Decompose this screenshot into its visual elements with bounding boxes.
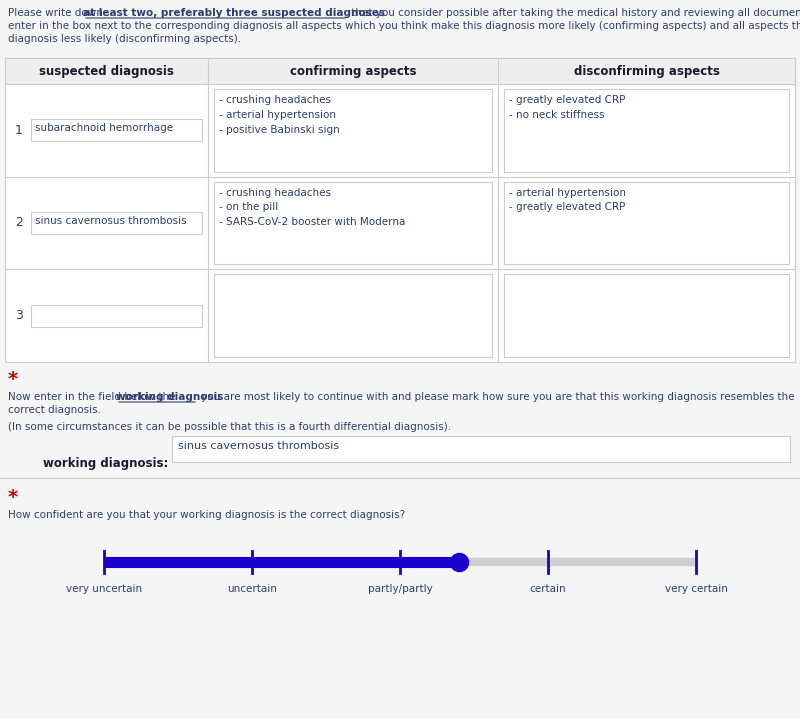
- Text: at least two, preferably three suspected diagnoses: at least two, preferably three suspected…: [83, 8, 385, 18]
- Text: - greatly elevated CRP
- no neck stiffness: - greatly elevated CRP - no neck stiffne…: [509, 95, 626, 120]
- Text: partly/partly: partly/partly: [368, 584, 432, 594]
- FancyBboxPatch shape: [214, 182, 492, 265]
- Text: very certain: very certain: [665, 584, 727, 594]
- Text: very uncertain: very uncertain: [66, 584, 142, 594]
- Text: sinus cavernosus thrombosis: sinus cavernosus thrombosis: [178, 441, 339, 451]
- Text: certain: certain: [530, 584, 566, 594]
- Text: Please write down: Please write down: [8, 8, 106, 18]
- FancyBboxPatch shape: [5, 58, 795, 84]
- FancyBboxPatch shape: [31, 305, 202, 326]
- Text: disconfirming aspects: disconfirming aspects: [574, 65, 719, 78]
- Text: confirming aspects: confirming aspects: [290, 65, 416, 78]
- FancyBboxPatch shape: [504, 182, 789, 265]
- Text: diagnosis less likely (disconfirming aspects).: diagnosis less likely (disconfirming asp…: [8, 34, 241, 44]
- Text: 3: 3: [15, 309, 23, 322]
- Text: *: *: [8, 370, 18, 389]
- FancyBboxPatch shape: [31, 212, 202, 234]
- Text: sinus cavernosus thrombosis: sinus cavernosus thrombosis: [35, 216, 186, 226]
- Text: - crushing headaches
- arterial hypertension
- positive Babinski sign: - crushing headaches - arterial hyperten…: [219, 95, 340, 134]
- Text: - crushing headaches
- on the pill
- SARS-CoV-2 booster with Moderna: - crushing headaches - on the pill - SAR…: [219, 188, 406, 227]
- FancyBboxPatch shape: [5, 58, 795, 362]
- Text: How confident are you that your working diagnosis is the correct diagnosis?: How confident are you that your working …: [8, 510, 405, 520]
- Text: you are most likely to continue with and please mark how sure you are that this : you are most likely to continue with and…: [198, 392, 794, 402]
- Text: Now enter in the field below the: Now enter in the field below the: [8, 392, 178, 402]
- FancyBboxPatch shape: [214, 89, 492, 172]
- Text: enter in the box next to the corresponding diagnosis all aspects which you think: enter in the box next to the correspondi…: [8, 21, 800, 31]
- Text: *: *: [8, 488, 18, 507]
- Text: correct diagnosis.: correct diagnosis.: [8, 405, 101, 415]
- Text: (In some circumstances it can be possible that this is a fourth differential dia: (In some circumstances it can be possibl…: [8, 422, 451, 432]
- Text: subarachnoid hemorrhage: subarachnoid hemorrhage: [35, 124, 173, 133]
- FancyBboxPatch shape: [504, 275, 789, 357]
- Text: working diagnosis:: working diagnosis:: [42, 457, 168, 470]
- FancyBboxPatch shape: [172, 436, 790, 462]
- Text: suspected diagnosis: suspected diagnosis: [39, 65, 174, 78]
- Text: working diagnosis: working diagnosis: [116, 392, 223, 402]
- Text: uncertain: uncertain: [227, 584, 277, 594]
- FancyBboxPatch shape: [31, 119, 202, 142]
- FancyBboxPatch shape: [504, 89, 789, 172]
- FancyBboxPatch shape: [214, 275, 492, 357]
- Text: 1: 1: [15, 124, 23, 137]
- Text: that you consider possible after taking the medical history and reviewing all do: that you consider possible after taking …: [348, 8, 800, 18]
- Text: 2: 2: [15, 216, 23, 229]
- Text: - arterial hypertension
- greatly elevated CRP: - arterial hypertension - greatly elevat…: [509, 188, 626, 213]
